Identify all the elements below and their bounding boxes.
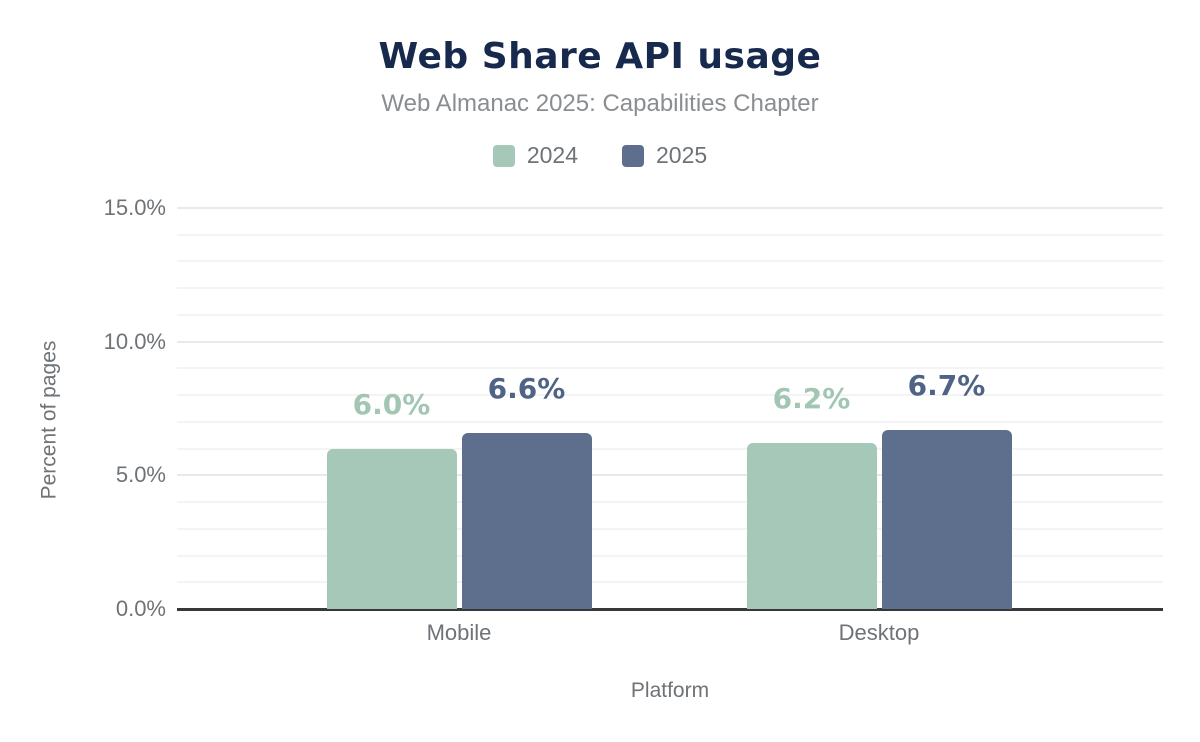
- minor-gridline: [177, 260, 1163, 263]
- legend: 2024 2025: [0, 142, 1200, 169]
- minor-gridline: [177, 527, 1163, 530]
- bar-mobile-2025: [461, 432, 592, 609]
- plot-area: 6.0% 6.6% 6.2% 6.7%: [177, 207, 1163, 611]
- x-axis-title: Platform: [630, 679, 710, 702]
- data-label-desktop-2025: 6.7%: [907, 368, 986, 402]
- data-label-mobile-2025: 6.6%: [487, 371, 566, 405]
- minor-gridline: [177, 420, 1163, 423]
- minor-gridline: [177, 313, 1163, 316]
- chart-subtitle: Web Almanac 2025: Capabilities Chapter: [381, 90, 819, 117]
- minor-gridline: [177, 581, 1163, 584]
- minor-gridline: [177, 554, 1163, 557]
- major-gridline: [177, 474, 1163, 477]
- legend-label: 2024: [526, 142, 578, 168]
- y-tick-label: 10.0%: [103, 328, 166, 354]
- legend-swatch-icon: [492, 144, 515, 167]
- major-gridline: [177, 207, 1163, 209]
- major-gridline: [177, 340, 1163, 343]
- legend-item-2024: 2024: [492, 142, 578, 169]
- legend-item-2025: 2025: [622, 142, 707, 169]
- x-axis-line: [177, 608, 1163, 611]
- bar-mobile-2024: [326, 448, 457, 609]
- minor-gridline: [177, 233, 1163, 236]
- bar-desktop-2025: [881, 429, 1012, 609]
- x-tick-label-mobile: Mobile: [426, 620, 492, 645]
- chart-title: Web Share API usage: [378, 36, 822, 77]
- minor-gridline: [177, 501, 1163, 504]
- y-tick-label: 5.0%: [115, 462, 166, 488]
- minor-gridline: [177, 447, 1163, 450]
- data-label-desktop-2024: 6.2%: [772, 382, 851, 416]
- legend-label: 2025: [656, 142, 708, 168]
- minor-gridline: [177, 367, 1163, 370]
- legend-swatch-icon: [622, 144, 644, 167]
- minor-gridline: [177, 287, 1163, 290]
- data-label-mobile-2024: 6.0%: [352, 387, 431, 421]
- bar-desktop-2024: [746, 443, 877, 609]
- y-tick-label: 0.0%: [115, 596, 166, 621]
- minor-gridline: [177, 394, 1163, 397]
- x-tick-label-desktop: Desktop: [838, 620, 920, 645]
- y-tick-label: 15.0%: [103, 195, 166, 220]
